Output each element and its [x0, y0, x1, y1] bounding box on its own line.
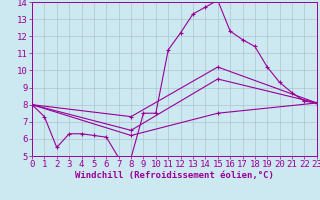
X-axis label: Windchill (Refroidissement éolien,°C): Windchill (Refroidissement éolien,°C) — [75, 171, 274, 180]
